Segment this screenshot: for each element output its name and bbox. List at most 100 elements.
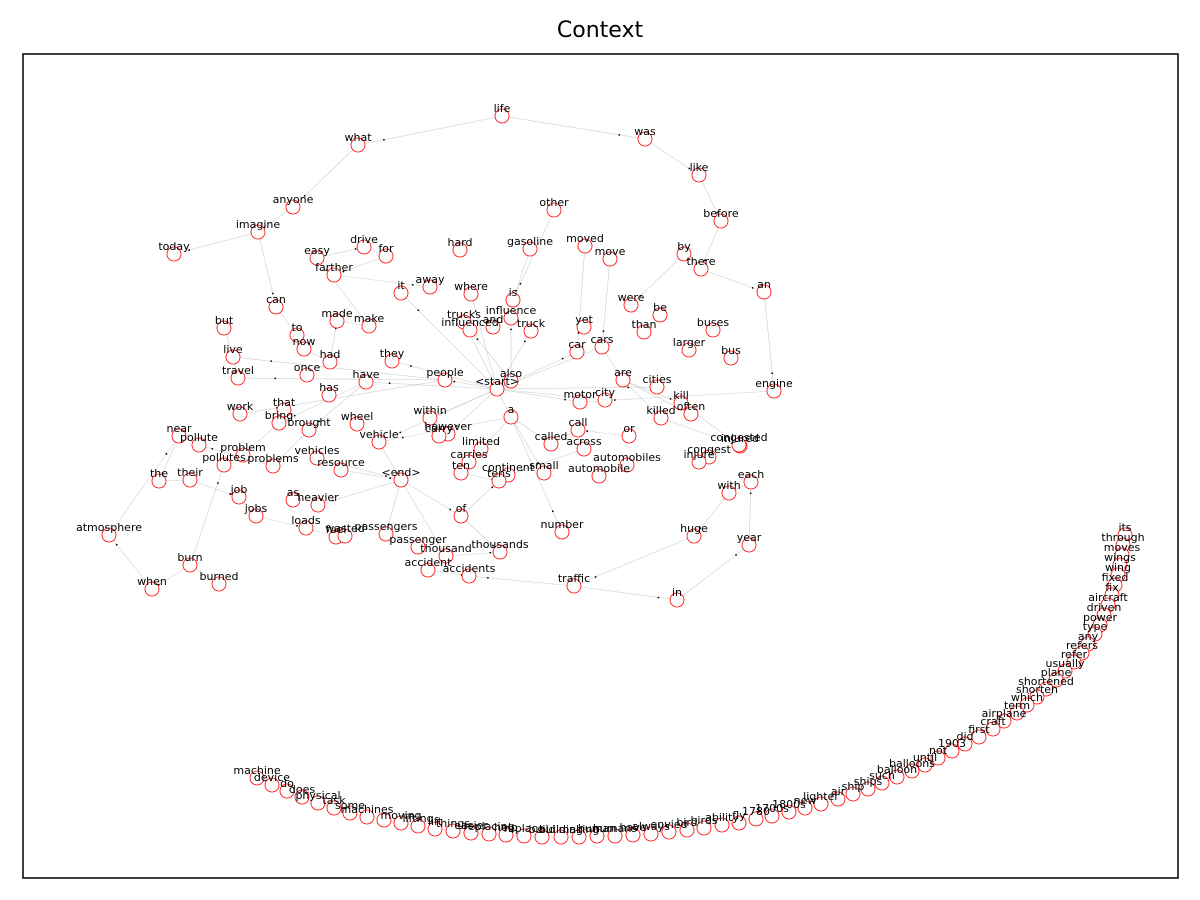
graph-node [917,757,933,773]
node-label: have [353,368,380,381]
edge-arrowhead [489,551,492,554]
graph-node [264,777,280,793]
graph-node [225,349,241,365]
node-label: call [569,416,588,429]
edge-arrowhead [586,430,589,432]
node-label: bird [676,816,697,829]
node-label: does [289,783,315,796]
node-label: until [913,751,937,764]
graph-node [602,251,618,267]
node-label: were [618,291,645,304]
node-label: machine [233,764,281,777]
graph-node [764,808,780,824]
graph-node [376,812,392,828]
edge-arrowhead [274,377,277,380]
node-label: burn [177,551,202,564]
graph-node [182,557,198,573]
edge-arrowhead [519,282,522,285]
graph-node [322,354,338,370]
graph-node [705,322,721,338]
graph-node [371,434,387,450]
graph-node [101,527,117,543]
node-label: ship [842,780,865,793]
edge [317,479,402,506]
node-label: the [150,467,168,480]
graph-node [481,826,497,842]
node-label: shorten [1016,683,1058,696]
node-label: each [738,468,765,481]
graph-node [309,450,325,466]
graph-node [296,341,312,357]
graph-node [679,822,695,838]
edge [576,245,586,353]
node-label: refers [1066,639,1098,652]
node-label: problem [220,441,266,454]
node-label: travel [222,364,254,377]
node-label: to [291,321,302,334]
edge-arrowhead [614,399,616,401]
graph-node [445,823,461,839]
graph-node [523,323,539,339]
node-label: huge [680,522,708,535]
node-label: replacing [464,820,515,833]
edge-arrowhead [271,292,274,295]
graph-node [516,828,532,844]
graph-node [985,721,1001,737]
node-label: not [929,744,948,757]
node-label: craft [980,715,1006,728]
edge-arrowhead [727,436,730,439]
node-label: did [956,730,973,743]
node-label: ten [452,459,470,472]
node-label: across [566,435,602,448]
edge [573,535,695,587]
node-label: human [578,822,616,835]
node-label: where [454,280,488,293]
node-label: <start> [475,375,519,388]
edge [108,435,180,536]
graph-node [349,416,365,432]
node-label: than [632,318,657,331]
node-label: is [509,286,518,299]
edge [470,293,498,390]
graph-node [536,465,552,481]
edge-arrowhead [165,452,168,455]
edge-arrowhead [515,289,517,292]
node-label: number [541,518,584,531]
graph-node [289,327,305,343]
graph-node [830,791,846,807]
edge-arrowhead [510,328,512,331]
edge-arrowhead [318,420,321,423]
graph-node [691,167,707,183]
edge-arrowhead [411,283,414,286]
node-label: people [426,366,464,379]
node-label: yet [575,313,593,326]
node-label: accident [405,556,453,569]
graph-node [463,286,479,302]
edge [365,381,498,390]
graph-node [337,528,353,544]
node-label: make [354,312,384,325]
edge-arrowhead [270,360,273,363]
edge-arrowhead [749,492,752,495]
graph-node [453,508,469,524]
graph-node [191,437,207,453]
graph-node [546,202,562,218]
graph-node [422,279,438,295]
edge [189,464,225,566]
edge-arrowhead [703,259,706,262]
edge-arrowhead [383,138,385,141]
graph-node [310,497,326,513]
node-label: larger [673,336,706,349]
node-label: near [166,422,191,435]
graph-node [309,250,325,266]
edge-arrowhead [537,462,539,464]
node-label: for [378,242,394,255]
node-label: 1800s [772,798,806,811]
node-label: plane [1041,666,1072,679]
edge-arrowhead [216,482,219,484]
edge [496,388,606,401]
node-label: physical [295,789,340,802]
graph-node [461,568,477,584]
graph-node [1048,672,1064,688]
graph-node [301,422,317,438]
